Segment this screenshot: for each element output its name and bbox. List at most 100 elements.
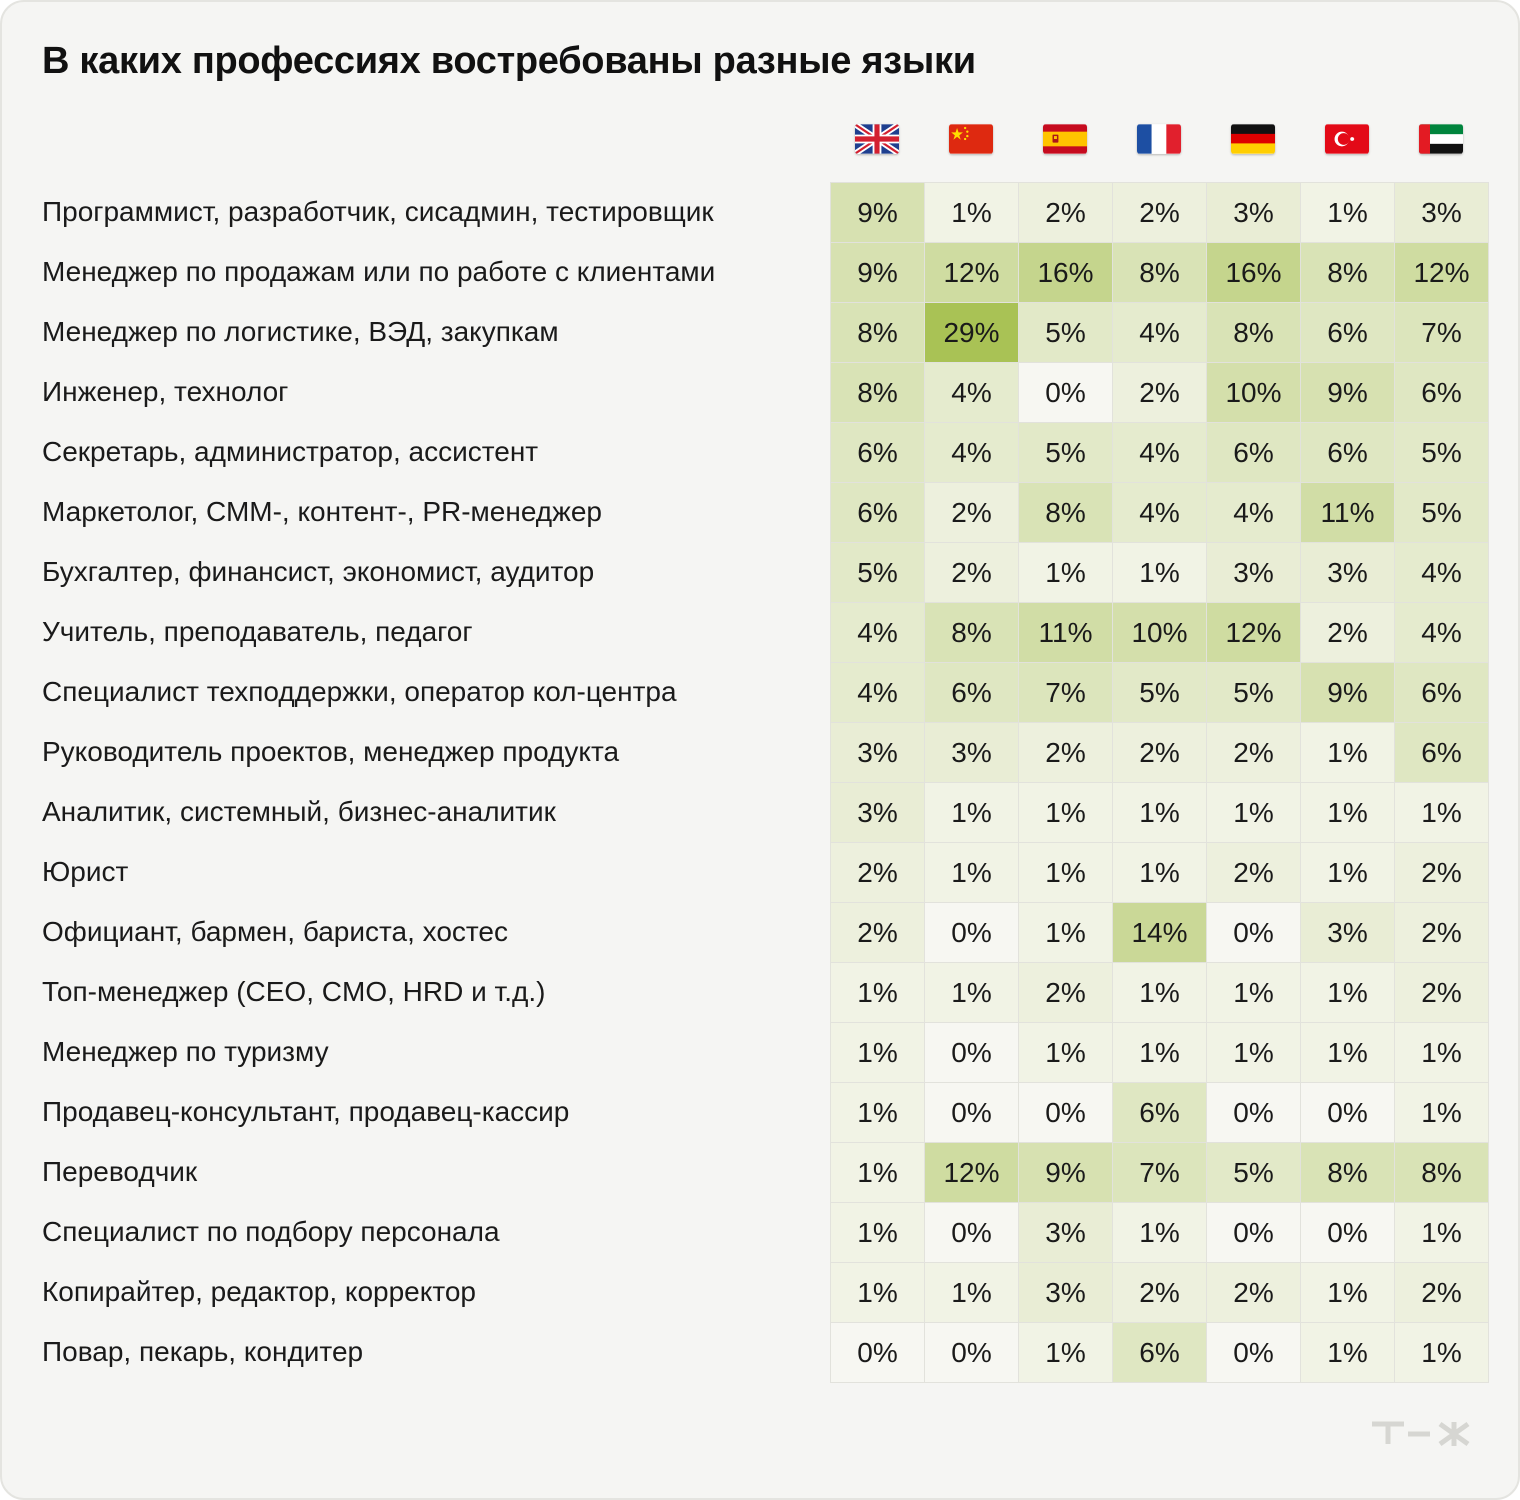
heatmap-cell: 5% bbox=[1395, 483, 1489, 543]
heatmap-cell: 9% bbox=[1301, 363, 1395, 423]
heatmap-cell: 5% bbox=[831, 543, 925, 603]
heatmap-cell: 3% bbox=[1019, 1203, 1113, 1263]
heatmap-cell: 1% bbox=[1395, 1203, 1489, 1263]
heatmap-cell: 2% bbox=[1207, 1263, 1301, 1323]
row-label: Повар, пекарь, кондитер bbox=[42, 1336, 364, 1367]
heatmap-cell: 1% bbox=[1395, 783, 1489, 843]
heatmap-cell: 0% bbox=[1207, 903, 1301, 963]
heatmap-cell: 3% bbox=[1395, 183, 1489, 243]
heatmap-cell: 4% bbox=[1395, 603, 1489, 663]
heatmap-cell: 1% bbox=[1113, 963, 1207, 1023]
heatmap-cell: 4% bbox=[1113, 423, 1207, 483]
heatmap-cell: 2% bbox=[1395, 1263, 1489, 1323]
heatmap-cell: 3% bbox=[1301, 543, 1395, 603]
heatmap-cell: 12% bbox=[1395, 243, 1489, 303]
heatmap-cell: 2% bbox=[1207, 723, 1301, 783]
heatmap-cell: 1% bbox=[1019, 783, 1113, 843]
flag-header-row bbox=[830, 124, 1488, 164]
heatmap-cell: 1% bbox=[1019, 543, 1113, 603]
heatmap-cell: 5% bbox=[1019, 303, 1113, 363]
heatmap-cell: 0% bbox=[925, 1083, 1019, 1143]
heatmap-cell: 2% bbox=[1395, 843, 1489, 903]
heatmap-cell: 1% bbox=[925, 183, 1019, 243]
heatmap-cell: 1% bbox=[1113, 783, 1207, 843]
heatmap-cell: 8% bbox=[1113, 243, 1207, 303]
row-label: Секретарь, администратор, ассистент bbox=[42, 436, 539, 467]
heatmap-cell: 2% bbox=[831, 843, 925, 903]
heatmap-cell: 4% bbox=[1113, 303, 1207, 363]
heatmap-cell: 2% bbox=[1113, 1263, 1207, 1323]
heatmap-cell: 1% bbox=[925, 963, 1019, 1023]
heatmap-cell: 8% bbox=[925, 603, 1019, 663]
heatmap-cell: 2% bbox=[1019, 723, 1113, 783]
heatmap-grid: 9% 1% 2% 2% 3% 1% 3% 9% 12% 16% 8% 16% 8% 12% 8% 29% 5% 4… bbox=[830, 182, 1489, 1383]
heatmap-cell: 8% bbox=[831, 303, 925, 363]
heatmap-cell: 6% bbox=[925, 663, 1019, 723]
heatmap-cell: 1% bbox=[1113, 1023, 1207, 1083]
heatmap-cell: 2% bbox=[1019, 963, 1113, 1023]
heatmap-cell: 9% bbox=[831, 243, 925, 303]
heatmap-cell: 1% bbox=[1019, 1023, 1113, 1083]
heatmap-cell: 1% bbox=[831, 1203, 925, 1263]
heatmap-cell: 12% bbox=[1207, 603, 1301, 663]
heatmap-cell: 0% bbox=[1019, 1083, 1113, 1143]
heatmap-cell: 2% bbox=[1395, 963, 1489, 1023]
heatmap-cell: 6% bbox=[831, 483, 925, 543]
row-label: Копирайтер, редактор, корректор bbox=[42, 1276, 476, 1307]
heatmap-cell: 2% bbox=[1301, 603, 1395, 663]
heatmap-cell: 1% bbox=[1019, 903, 1113, 963]
chart-title: В каких профессиях востребованы разные я… bbox=[42, 40, 976, 82]
heatmap-cell: 3% bbox=[1019, 1263, 1113, 1323]
heatmap-cell: 6% bbox=[1395, 363, 1489, 423]
heatmap-cell: 4% bbox=[925, 423, 1019, 483]
heatmap-cell: 3% bbox=[831, 723, 925, 783]
heatmap-cell: 6% bbox=[1113, 1323, 1207, 1383]
heatmap-cell: 1% bbox=[1207, 1023, 1301, 1083]
heatmap-cell: 0% bbox=[925, 903, 1019, 963]
heatmap-cell: 2% bbox=[1019, 183, 1113, 243]
row-label: Руководитель проектов, менеджер продукта bbox=[42, 736, 620, 767]
heatmap-cell: 1% bbox=[925, 843, 1019, 903]
heatmap-cell: 4% bbox=[1113, 483, 1207, 543]
heatmap-cell: 1% bbox=[1207, 783, 1301, 843]
heatmap-cell: 1% bbox=[1301, 1023, 1395, 1083]
heatmap-cell: 8% bbox=[1207, 303, 1301, 363]
heatmap-cell: 9% bbox=[1019, 1143, 1113, 1203]
heatmap-cell: 2% bbox=[1113, 723, 1207, 783]
heatmap-cell: 8% bbox=[1395, 1143, 1489, 1203]
heatmap-cell: 0% bbox=[1019, 363, 1113, 423]
row-label: Инженер, технолог bbox=[42, 376, 289, 407]
heatmap-cell: 6% bbox=[831, 423, 925, 483]
row-label: Продавец-консультант, продавец-кассир bbox=[42, 1096, 570, 1127]
heatmap-cell: 29% bbox=[925, 303, 1019, 363]
heatmap-cell: 4% bbox=[831, 663, 925, 723]
heatmap-cell: 7% bbox=[1113, 1143, 1207, 1203]
heatmap-cell: 4% bbox=[1207, 483, 1301, 543]
heatmap-cell: 8% bbox=[1019, 483, 1113, 543]
heatmap-cell: 0% bbox=[831, 1323, 925, 1383]
heatmap-cell: 10% bbox=[1207, 363, 1301, 423]
heatmap-cell: 1% bbox=[1113, 843, 1207, 903]
heatmap-cell: 1% bbox=[1301, 183, 1395, 243]
row-label: Юрист bbox=[42, 856, 129, 887]
heatmap-cell: 6% bbox=[1395, 723, 1489, 783]
row-label: Официант, бармен, бариста, хостес bbox=[42, 916, 508, 947]
heatmap-cell: 0% bbox=[925, 1323, 1019, 1383]
heatmap-cell: 6% bbox=[1301, 303, 1395, 363]
row-label: Специалист техподдержки, оператор кол-це… bbox=[42, 676, 677, 707]
heatmap-cell: 0% bbox=[1207, 1203, 1301, 1263]
heatmap-cell: 1% bbox=[1301, 843, 1395, 903]
row-label: Бухгалтер, финансист, экономист, аудитор bbox=[42, 556, 595, 587]
heatmap-cell: 11% bbox=[1019, 603, 1113, 663]
heatmap-cell: 16% bbox=[1207, 243, 1301, 303]
heatmap-cell: 6% bbox=[1395, 663, 1489, 723]
france-flag-icon bbox=[1137, 124, 1181, 154]
heatmap-cell: 0% bbox=[925, 1023, 1019, 1083]
heatmap-cell: 2% bbox=[831, 903, 925, 963]
heatmap-cell: 0% bbox=[1207, 1083, 1301, 1143]
heatmap-cell: 0% bbox=[1207, 1323, 1301, 1383]
heatmap-cell: 6% bbox=[1113, 1083, 1207, 1143]
row-label: Специалист по подбору персонала bbox=[42, 1216, 500, 1247]
heatmap-cell: 1% bbox=[1301, 1263, 1395, 1323]
